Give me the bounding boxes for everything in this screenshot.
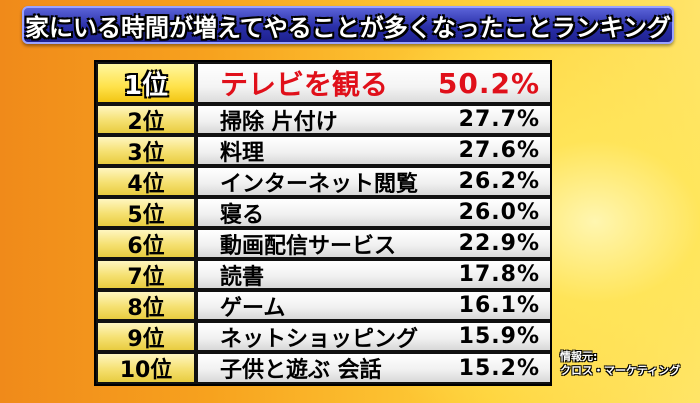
- percent-value: 15.2%: [458, 355, 540, 381]
- rank-label: 9位: [98, 323, 194, 352]
- item-label: 寝る: [220, 202, 265, 228]
- rank-label: 1位: [98, 64, 194, 102]
- rank-label: 4位: [98, 168, 194, 197]
- ranking-row-5: 5位 寝る 26.0%: [98, 199, 550, 228]
- ranking-row-4: 4位 インターネット閲覧 26.2%: [98, 168, 550, 197]
- item-label: 掃除 片付け: [220, 109, 338, 135]
- item-label: 読書: [220, 264, 265, 290]
- source-name: クロス・マーケティング: [560, 364, 681, 377]
- rank-label: 5位: [98, 199, 194, 228]
- percent-value: 16.1%: [458, 293, 540, 318]
- ranking-row-1: 1位 テレビを観る 50.2%: [98, 64, 550, 102]
- ranking-item-cell: ゲーム 16.1%: [198, 292, 550, 321]
- ranking-item-cell: テレビを観る 50.2%: [198, 64, 550, 102]
- ranking-item-cell: 寝る 26.0%: [198, 199, 550, 228]
- rank-label: 7位: [98, 261, 194, 290]
- source-label: 情報元:: [560, 350, 598, 363]
- item-label: ゲーム: [220, 295, 286, 321]
- percent-value: 27.7%: [458, 107, 540, 132]
- percent-value: 26.0%: [458, 200, 540, 225]
- percent-value: 15.9%: [458, 324, 540, 349]
- ranking-row-2: 2位 掃除 片付け 27.7%: [98, 106, 550, 135]
- percent-value: 22.9%: [458, 231, 540, 256]
- percent-value: 27.6%: [458, 138, 540, 163]
- rank-label: 10位: [98, 354, 194, 383]
- source-credit: 情報元: クロス・マーケティング: [560, 350, 700, 378]
- ranking-row-6: 6位 動画配信サービス 22.9%: [98, 230, 550, 259]
- ranking-row-7: 7位 読書 17.8%: [98, 261, 550, 290]
- item-label: インターネット閲覧: [220, 171, 419, 197]
- ranking-item-cell: ネットショッピング 15.9%: [198, 323, 550, 352]
- ranking-item-cell: 読書 17.8%: [198, 261, 550, 290]
- percent-value: 17.8%: [458, 262, 540, 287]
- title-banner: 家にいる時間が増えてやることが多くなったことランキング: [22, 6, 674, 44]
- ranking-item-cell: 子供と遊ぶ 会話 15.2%: [198, 354, 550, 383]
- item-label: 子供と遊ぶ 会話: [220, 358, 382, 383]
- item-label: 動画配信サービス: [220, 233, 397, 259]
- ranking-item-cell: 動画配信サービス 22.9%: [198, 230, 550, 259]
- ranking-title: 家にいる時間が増えてやることが多くなったことランキング: [24, 13, 672, 42]
- ranking-item-cell: インターネット閲覧 26.2%: [198, 168, 550, 197]
- ranking-row-8: 8位 ゲーム 16.1%: [98, 292, 550, 321]
- ranking-item-cell: 掃除 片付け 27.7%: [198, 106, 550, 135]
- ranking-table: 1位 テレビを観る 50.2% 2位 掃除 片付け 27.7% 3位 料理 27…: [94, 60, 552, 386]
- item-label: テレビを観る: [220, 68, 389, 101]
- rank-label: 6位: [98, 230, 194, 259]
- ranking-row-9: 9位 ネットショッピング 15.9%: [98, 323, 550, 352]
- rank-label: 2位: [98, 106, 194, 135]
- rank-label: 8位: [98, 292, 194, 321]
- ranking-row-10: 10位 子供と遊ぶ 会話 15.2%: [98, 354, 550, 383]
- ranking-item-cell: 料理 27.6%: [198, 137, 550, 166]
- ranking-row-3: 3位 料理 27.6%: [98, 137, 550, 166]
- percent-value: 50.2%: [437, 66, 540, 100]
- item-label: ネットショッピング: [220, 326, 419, 352]
- percent-value: 26.2%: [458, 169, 540, 194]
- rank-label: 3位: [98, 137, 194, 166]
- item-label: 料理: [220, 140, 265, 166]
